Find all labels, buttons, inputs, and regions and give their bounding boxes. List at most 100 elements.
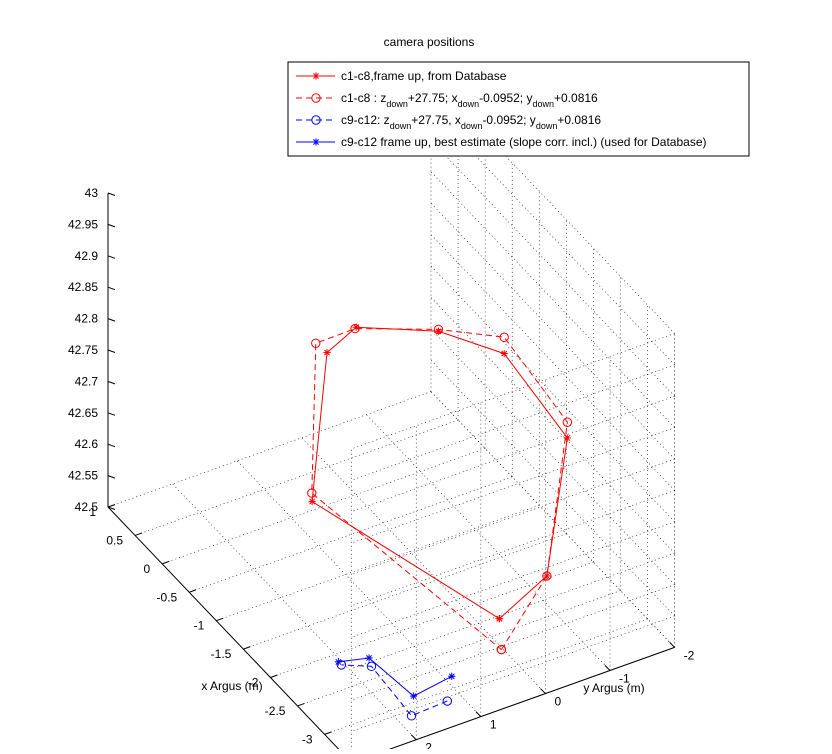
legend-label: c1-c8 : zdown+27.75; xdown-0.0952; ydown… <box>341 91 598 109</box>
axes-box <box>107 192 675 754</box>
grid-line <box>351 490 675 607</box>
x-tick-label: -1 <box>194 619 205 633</box>
grid-line <box>430 265 675 523</box>
z-tick-mark <box>107 255 116 259</box>
x-tick-label: -3 <box>302 732 313 746</box>
data-point <box>336 660 347 670</box>
x-tick-mark <box>189 589 197 593</box>
grid-line <box>107 506 344 754</box>
z-tick-label: 42.55 <box>68 469 98 483</box>
y-tick-label: -1 <box>619 671 630 685</box>
legend-entry-1: c1-c8,frame up, from Database <box>296 69 507 83</box>
data-point <box>334 658 342 666</box>
y-axis-line <box>374 646 675 754</box>
z-tick-mark <box>107 443 116 448</box>
grid-line <box>366 414 611 671</box>
x-tick-mark <box>297 702 305 707</box>
data-point <box>542 571 552 581</box>
data-point <box>311 338 321 348</box>
grid-line <box>430 140 675 397</box>
legend-entry-4: c9-c12 frame up, best estimate (slope co… <box>296 135 707 149</box>
legend-label: c1-c8,frame up, from Database <box>341 69 507 83</box>
grid-line <box>430 171 675 428</box>
data-point <box>308 497 316 506</box>
legend-marker <box>311 93 321 103</box>
z-tick-label: 43 <box>85 186 99 200</box>
z-tick-label: 42.65 <box>68 406 98 420</box>
data-point <box>500 349 508 358</box>
z-tick-label: 42.9 <box>75 249 99 263</box>
x-tick-label: 0 <box>143 562 150 576</box>
grid-line <box>172 483 417 740</box>
legend-entry-2: c1-c8 : zdown+27.75; xdown-0.0952; ydown… <box>296 91 598 109</box>
grid-line <box>236 460 482 717</box>
grid-line <box>351 521 675 638</box>
grid-line <box>430 360 675 617</box>
grid-line <box>134 419 459 536</box>
data-point <box>323 348 331 357</box>
data-point <box>448 672 456 680</box>
z-tick-mark <box>107 506 116 510</box>
grid-line <box>301 437 546 694</box>
x-tick-label: -0.5 <box>157 590 178 604</box>
grid-line <box>162 448 486 565</box>
z-tick-mark <box>107 475 116 479</box>
grid-line <box>351 364 675 481</box>
data-point <box>410 692 418 700</box>
legend-marker <box>312 72 320 80</box>
x-tick-label: -2.5 <box>265 704 286 718</box>
grid-line <box>430 297 675 554</box>
y-tick-mark <box>475 711 482 717</box>
legend-entry-3: c9-c12: zdown+27.75, xdown-0.0952; ydown… <box>296 113 601 131</box>
chart-title: camera positions <box>384 35 475 49</box>
y-tick-mark <box>604 665 611 671</box>
grid-line <box>351 395 675 512</box>
x-tick-label: 1 <box>89 505 96 519</box>
z-tick-mark <box>107 286 116 291</box>
series-4 <box>334 654 456 700</box>
grid-line <box>375 647 675 754</box>
legend: c1-c8,frame up, from Database c1-c8 : zdo… <box>287 61 750 157</box>
z-tick-label: 42.5 <box>75 500 99 514</box>
data-point <box>499 332 509 342</box>
y-tick-mark <box>410 734 417 741</box>
grid-line <box>430 391 675 648</box>
y-tick-mark <box>540 688 546 694</box>
series-2 <box>307 323 573 655</box>
grid-line <box>430 77 675 334</box>
y-tick-mark <box>669 642 675 648</box>
legend-marker <box>311 115 321 125</box>
z-tick-mark <box>107 223 116 228</box>
x-tick-label: -2 <box>248 676 259 690</box>
x-tick-mark <box>134 532 143 536</box>
data-point <box>495 615 503 623</box>
series-line <box>338 657 453 697</box>
x-tick-mark <box>324 731 332 735</box>
data-point <box>562 417 573 427</box>
y-tick-label: 2 <box>425 741 432 749</box>
series-3 <box>336 660 453 721</box>
x-tick-mark <box>107 504 116 508</box>
grid-line <box>375 647 675 754</box>
series-line <box>311 328 568 650</box>
z-tick-mark <box>107 349 116 353</box>
grid-line <box>351 333 675 450</box>
z-tick-label: 42.95 <box>68 217 98 231</box>
z-tick-mark <box>107 192 116 196</box>
data-point <box>406 711 417 721</box>
z-tick-label: 42.8 <box>75 312 99 326</box>
grid-line <box>107 391 432 508</box>
x-tick-mark <box>243 646 251 650</box>
z-tick-label: 42.75 <box>68 343 98 357</box>
y-tick-label: 0 <box>554 695 561 709</box>
x-axis-label: x Argus (m) <box>201 679 262 693</box>
data-point <box>543 572 551 580</box>
y-axis-label: y Argus (m) <box>583 681 644 695</box>
grid-line <box>351 552 675 669</box>
data-point <box>442 696 453 706</box>
grid-line <box>430 234 675 491</box>
x-tick-label: -1.5 <box>211 647 232 661</box>
data-point <box>366 661 377 672</box>
z-tick-label: 42.85 <box>68 280 98 294</box>
y-tick-label: -2 <box>684 648 695 662</box>
